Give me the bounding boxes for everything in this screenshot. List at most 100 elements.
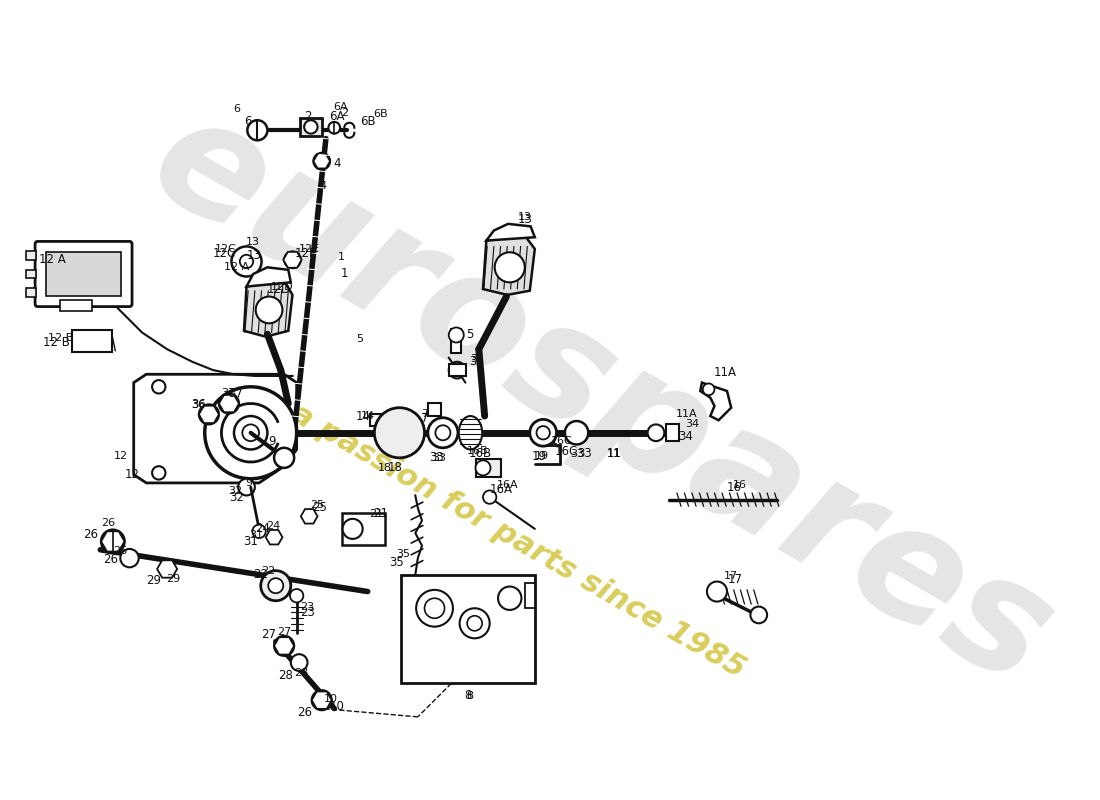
Circle shape [240,254,253,268]
Text: 8: 8 [466,691,473,701]
Text: 12E: 12E [298,244,320,254]
Text: 23: 23 [300,606,315,619]
Text: 11: 11 [607,449,621,458]
Text: 12: 12 [124,468,140,481]
Polygon shape [101,531,124,551]
Polygon shape [246,267,290,286]
Text: 27: 27 [262,629,276,642]
Text: 8: 8 [464,690,472,702]
Text: 22: 22 [261,566,275,577]
Circle shape [252,525,266,538]
Text: 13: 13 [246,249,262,262]
Polygon shape [483,235,535,295]
Text: 19: 19 [531,450,547,462]
Text: 12C: 12C [212,246,235,260]
Polygon shape [262,275,278,290]
Text: 1: 1 [338,252,344,262]
Text: 24: 24 [255,522,270,535]
Text: 12D: 12D [271,282,294,291]
Text: 11A: 11A [676,410,697,419]
Bar [26,251,36,260]
Text: 12 B: 12 B [47,334,73,343]
Circle shape [449,327,464,342]
Text: 29: 29 [166,574,180,584]
Text: 12: 12 [114,451,129,461]
Text: 12 B: 12 B [43,336,70,349]
Polygon shape [701,382,732,420]
Circle shape [311,690,332,710]
Text: 14: 14 [361,411,375,421]
Circle shape [537,426,550,439]
Bar [476,458,502,477]
Text: 2: 2 [342,108,349,118]
Polygon shape [525,583,535,608]
Bar [371,414,382,426]
Circle shape [274,636,294,656]
Circle shape [436,426,450,440]
Circle shape [314,153,330,170]
Text: 28: 28 [278,669,294,682]
FancyBboxPatch shape [35,242,132,306]
Text: 37: 37 [228,387,243,400]
Bar [72,330,112,352]
Bar [46,252,121,296]
Text: 2: 2 [304,110,311,123]
Circle shape [274,448,294,468]
Text: 36: 36 [191,400,205,410]
Text: 28: 28 [294,669,308,678]
Text: 16: 16 [733,481,747,490]
Circle shape [234,416,267,450]
Polygon shape [300,509,318,523]
Bar [300,118,321,136]
Text: 33: 33 [571,449,584,458]
Circle shape [255,297,283,323]
Circle shape [248,120,267,140]
Circle shape [495,252,525,282]
Text: 26: 26 [102,554,118,566]
Circle shape [305,120,318,134]
Text: 12 A: 12 A [40,254,66,266]
Text: 16B: 16B [468,446,488,456]
Text: 16: 16 [726,481,741,494]
Circle shape [483,490,496,504]
Text: 31: 31 [250,530,264,540]
Text: 18: 18 [388,462,403,474]
Text: 13: 13 [245,238,260,247]
Circle shape [498,586,521,610]
Circle shape [101,530,124,553]
Text: 23: 23 [300,602,315,611]
Text: 6: 6 [244,115,252,129]
Text: 25: 25 [310,500,324,510]
Text: 34: 34 [685,419,698,430]
Text: 9: 9 [245,478,253,488]
Text: 16B: 16B [469,447,492,460]
Circle shape [199,404,219,425]
Polygon shape [134,374,297,483]
Circle shape [329,122,340,134]
Circle shape [239,478,255,495]
Text: 4: 4 [333,157,341,170]
Circle shape [205,387,297,478]
Bar [342,513,385,545]
Circle shape [284,251,300,268]
Text: 12D: 12D [266,282,290,295]
Circle shape [242,425,258,441]
Polygon shape [274,637,294,654]
Circle shape [268,578,284,594]
Text: 17: 17 [728,573,743,586]
Circle shape [703,383,715,395]
Text: 11A: 11A [714,366,737,379]
Text: 6A: 6A [333,102,349,112]
Circle shape [374,408,425,458]
Text: 6B: 6B [373,109,387,118]
Text: 16C: 16C [554,445,579,458]
Polygon shape [449,364,466,376]
Circle shape [290,589,304,602]
Polygon shape [266,530,283,545]
Text: 3: 3 [470,355,476,368]
Text: 25: 25 [312,502,328,514]
Circle shape [290,654,308,671]
Circle shape [231,246,262,277]
Bar [402,575,535,683]
Text: 26: 26 [297,706,312,719]
